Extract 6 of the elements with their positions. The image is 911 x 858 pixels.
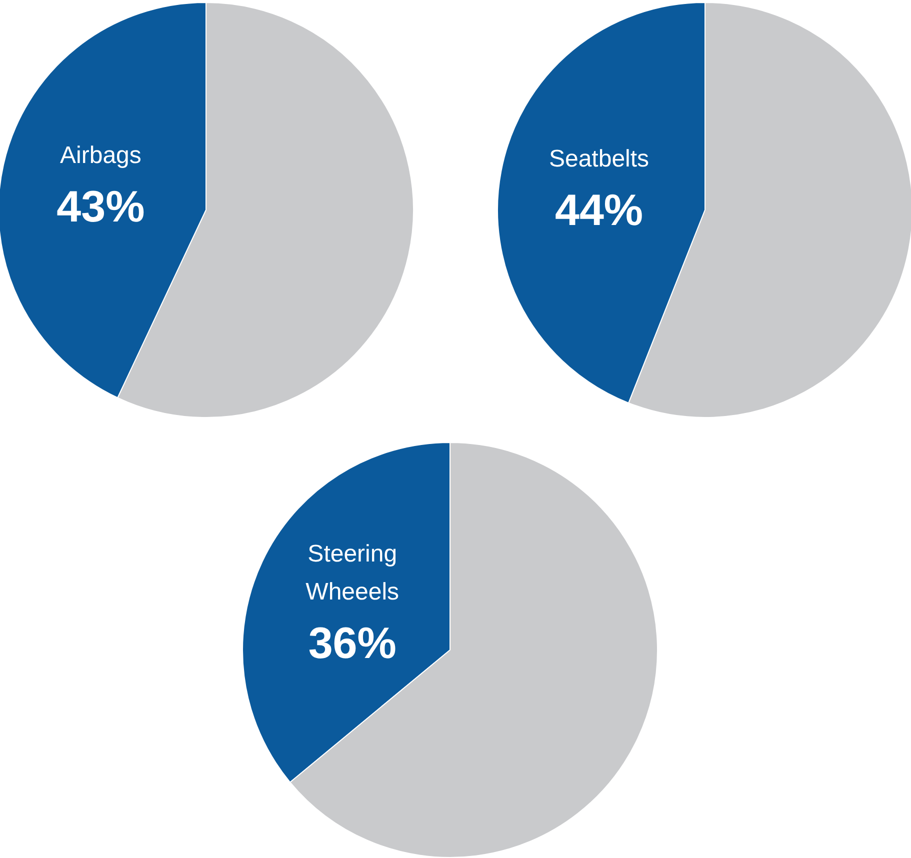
- slice-label: Airbags: [60, 142, 142, 170]
- slice-label: Seatbelts: [548, 145, 650, 172]
- data-label: 36%: [308, 619, 396, 668]
- slice-label: Steering Wheeels: [306, 540, 400, 606]
- data-label: 44%: [554, 186, 644, 235]
- data-label: 43%: [56, 182, 145, 232]
